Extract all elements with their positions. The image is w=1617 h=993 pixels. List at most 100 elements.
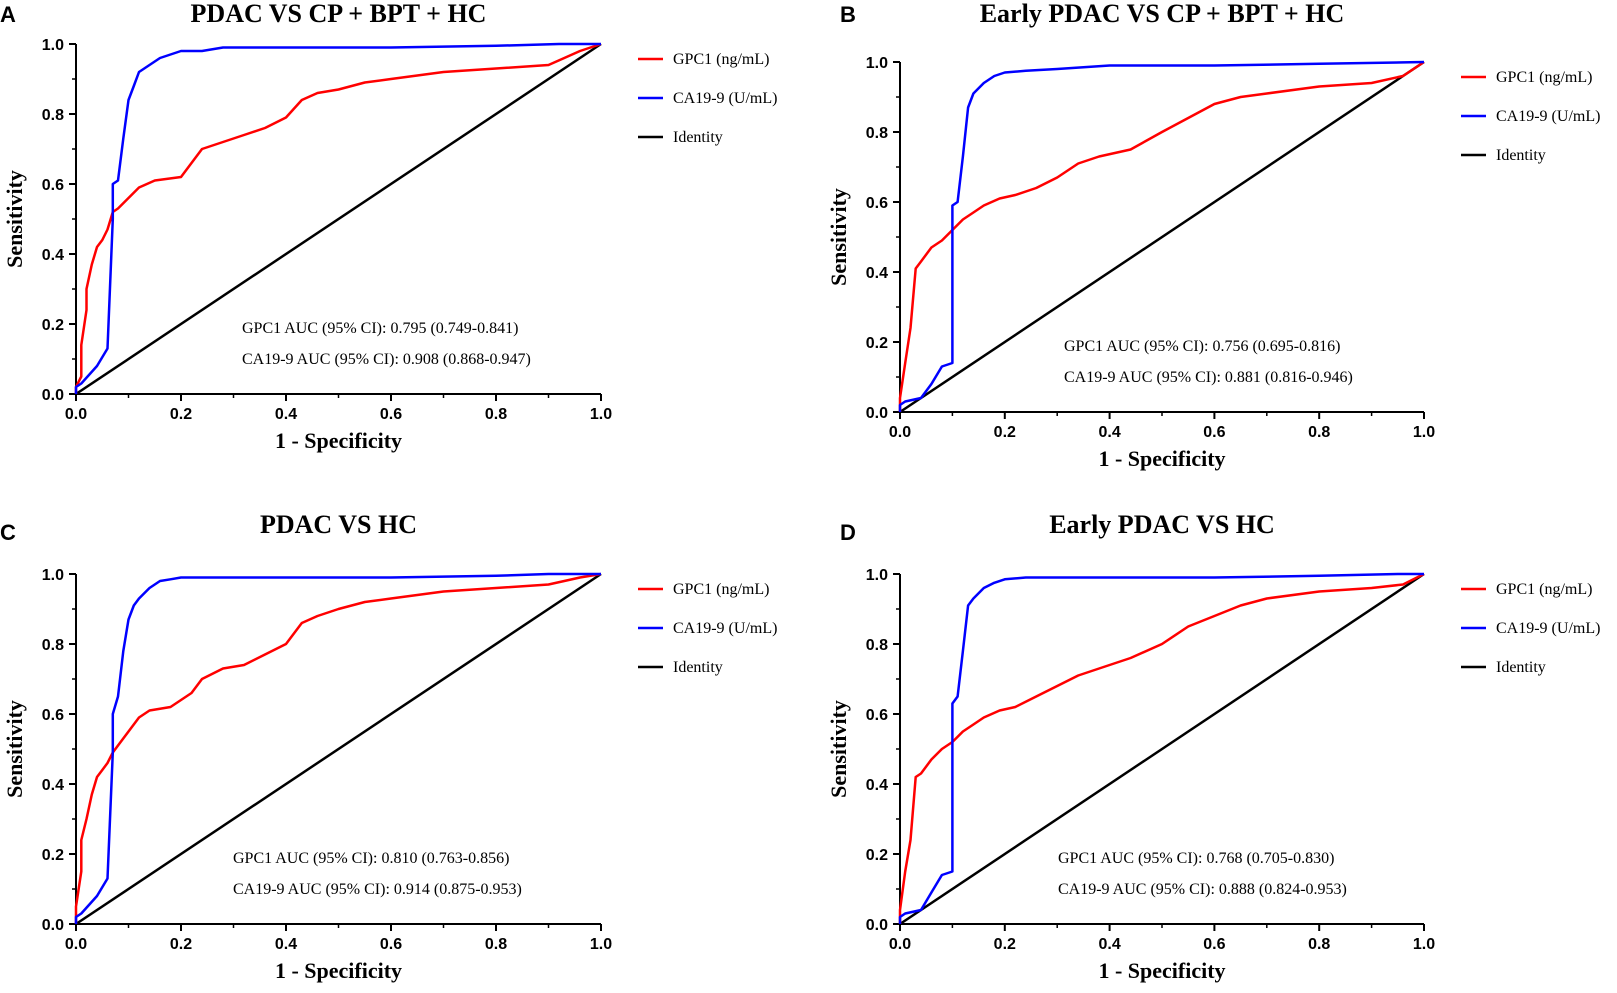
legend-label-gpc1-ng-ml: GPC1 (ng/mL) <box>673 51 769 68</box>
series-line-gpc1-ng-ml <box>898 60 1425 412</box>
y-tick-label: 0.2 <box>42 317 64 334</box>
series-line-gpc1-ng-ml <box>898 572 1425 924</box>
panel-label: D <box>840 520 856 545</box>
x-tick-label: 0.8 <box>485 936 507 953</box>
y-tick-label: 0.2 <box>866 335 888 352</box>
series-line-identity <box>899 60 1425 414</box>
x-tick-label: 1.0 <box>590 936 612 953</box>
auc-annotation: CA19-9 AUC (95% CI): 0.914 (0.875-0.953) <box>233 881 522 898</box>
y-tick-label: 0.8 <box>866 125 888 142</box>
x-tick-label: 0.6 <box>380 936 402 953</box>
series-line-identity <box>75 42 602 396</box>
x-tick-label: 0.8 <box>1308 424 1330 441</box>
legend-label-identity: Identity <box>1496 147 1546 164</box>
legend-label-identity: Identity <box>673 659 723 676</box>
y-tick-label: 0.8 <box>866 637 888 654</box>
x-tick-label: 0.4 <box>1098 936 1120 953</box>
y-tick-label: 0.6 <box>42 177 64 194</box>
legend-label-identity: Identity <box>673 129 723 146</box>
roc-panel-a: A PDAC VS CP + BPT + HC 0.0 0.2 0.4 0.6 0.8 1.0… <box>0 0 777 453</box>
roc-panel-c: C PDAC VS HC 0.0 0.2 0.4 0.6 0.8 1.0 0.0 0.2 0.4 0.… <box>0 510 777 983</box>
series-line-ca19-9-u-ml <box>74 42 601 394</box>
chart-title: PDAC VS CP + BPT + HC <box>191 0 487 28</box>
roc-panel-d: D Early PDAC VS HC 0.0 0.2 0.4 0.6 0.8 1.0 0.0 0.… <box>826 510 1600 983</box>
y-tick-label: 0.8 <box>42 107 64 124</box>
x-tick-label: 1.0 <box>1413 424 1435 441</box>
x-tick-label: 0.2 <box>994 936 1016 953</box>
y-tick-label: 0.0 <box>42 387 64 404</box>
y-tick-label: 1.0 <box>42 37 64 54</box>
x-axis-title: 1 - Specificity <box>1098 958 1225 983</box>
x-tick-label: 1.0 <box>1413 936 1435 953</box>
legend-label-ca19-9-u-ml: CA19-9 (U/mL) <box>673 90 777 107</box>
y-tick-label: 0.6 <box>866 707 888 724</box>
auc-annotation: GPC1 AUC (95% CI): 0.795 (0.749-0.841) <box>242 320 518 337</box>
x-tick-label: 0.4 <box>275 936 297 953</box>
x-axis-title: 1 - Specificity <box>275 958 402 983</box>
auc-annotation: GPC1 AUC (95% CI): 0.810 (0.763-0.856) <box>233 850 509 867</box>
y-tick-label: 1.0 <box>866 567 888 584</box>
y-axis-title: Sensitivity <box>2 700 27 798</box>
x-tick-label: 0.0 <box>65 406 87 423</box>
x-tick-label: 0.6 <box>1203 936 1225 953</box>
y-tick-label: 0.8 <box>42 637 64 654</box>
y-tick-label: 1.0 <box>42 567 64 584</box>
y-tick-label: 0.2 <box>866 847 888 864</box>
auc-annotation: CA19-9 AUC (95% CI): 0.888 (0.824-0.953) <box>1058 881 1347 898</box>
y-tick-label: 0.4 <box>866 265 888 282</box>
y-tick-label: 1.0 <box>866 55 888 72</box>
x-tick-label: 0.0 <box>889 936 911 953</box>
legend-label-ca19-9-u-ml: CA19-9 (U/mL) <box>673 620 777 637</box>
legend-label-ca19-9-u-ml: CA19-9 (U/mL) <box>1496 620 1600 637</box>
panel-label: C <box>0 520 16 545</box>
x-tick-label: 0.2 <box>170 936 192 953</box>
legend-label-gpc1-ng-ml: GPC1 (ng/mL) <box>1496 69 1592 86</box>
chart-title: PDAC VS HC <box>260 510 417 539</box>
x-tick-label: 0.0 <box>889 424 911 441</box>
auc-annotation: GPC1 AUC (95% CI): 0.768 (0.705-0.830) <box>1058 850 1334 867</box>
x-tick-label: 0.4 <box>275 406 297 423</box>
y-tick-label: 0.4 <box>42 777 64 794</box>
y-tick-label: 0.0 <box>42 917 64 934</box>
series-line-ca19-9-u-ml <box>74 572 601 924</box>
chart-title: Early PDAC VS CP + BPT + HC <box>980 0 1345 28</box>
x-tick-label: 0.6 <box>380 406 402 423</box>
y-axis-title: Sensitivity <box>2 170 27 268</box>
y-tick-label: 0.4 <box>42 247 64 264</box>
y-tick-label: 0.6 <box>866 195 888 212</box>
series-line-ca19-9-u-ml <box>898 572 1424 924</box>
chart-title: Early PDAC VS HC <box>1049 510 1275 539</box>
y-axis-title: Sensitivity <box>826 188 851 286</box>
y-axis-title: Sensitivity <box>826 700 851 798</box>
series-line-identity <box>75 572 602 926</box>
series-line-identity <box>899 572 1425 926</box>
roc-panel-b: B Early PDAC VS CP + BPT + HC 0.0 0.2 0.4 0.6… <box>826 0 1600 471</box>
y-tick-label: 0.0 <box>866 917 888 934</box>
y-tick-label: 0.2 <box>42 847 64 864</box>
series-line-gpc1-ng-ml <box>74 572 602 924</box>
legend-label-gpc1-ng-ml: GPC1 (ng/mL) <box>673 581 769 598</box>
x-tick-label: 0.8 <box>1308 936 1330 953</box>
x-tick-label: 0.8 <box>485 406 507 423</box>
panel-label: A <box>0 2 16 27</box>
legend-label-gpc1-ng-ml: GPC1 (ng/mL) <box>1496 581 1592 598</box>
x-axis-title: 1 - Specificity <box>275 428 402 453</box>
panel-label: B <box>840 2 856 27</box>
x-tick-label: 0.2 <box>170 406 192 423</box>
auc-annotation: CA19-9 AUC (95% CI): 0.881 (0.816-0.946) <box>1064 369 1353 386</box>
series-line-gpc1-ng-ml <box>74 42 602 394</box>
x-tick-label: 0.0 <box>65 936 87 953</box>
y-tick-label: 0.6 <box>42 707 64 724</box>
auc-annotation: CA19-9 AUC (95% CI): 0.908 (0.868-0.947) <box>242 351 531 368</box>
x-tick-label: 1.0 <box>590 406 612 423</box>
x-tick-label: 0.4 <box>1098 424 1120 441</box>
series-line-ca19-9-u-ml <box>898 60 1425 412</box>
legend-label-ca19-9-u-ml: CA19-9 (U/mL) <box>1496 108 1600 125</box>
x-tick-label: 0.2 <box>994 424 1016 441</box>
auc-annotation: GPC1 AUC (95% CI): 0.756 (0.695-0.816) <box>1064 338 1340 355</box>
x-axis-title: 1 - Specificity <box>1098 446 1225 471</box>
legend-label-identity: Identity <box>1496 659 1546 676</box>
y-tick-label: 0.4 <box>866 777 888 794</box>
x-tick-label: 0.6 <box>1203 424 1225 441</box>
